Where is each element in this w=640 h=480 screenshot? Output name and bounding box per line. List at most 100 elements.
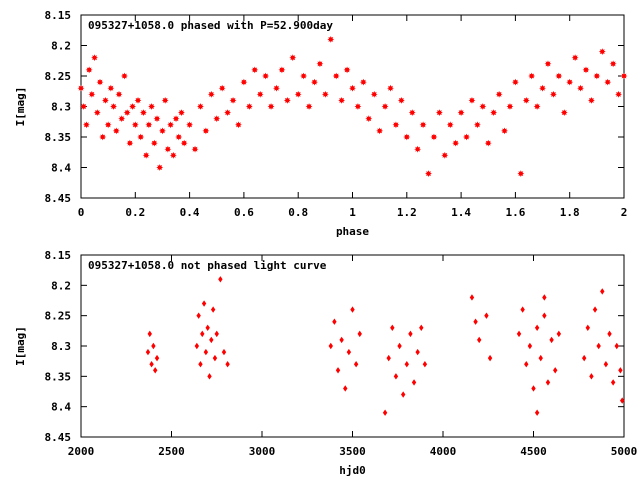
data-point <box>620 72 628 80</box>
data-point <box>392 121 400 129</box>
data-point <box>289 54 297 62</box>
data-point <box>88 90 96 98</box>
data-point <box>147 330 152 338</box>
data-point <box>393 373 399 380</box>
x-tick-label: 3000 <box>249 445 276 458</box>
data-point <box>99 133 107 141</box>
data-point <box>126 139 134 147</box>
data-point <box>346 348 352 356</box>
data-point <box>256 90 264 98</box>
data-point <box>614 342 619 350</box>
data-point <box>365 115 373 123</box>
plot-frame <box>80 254 625 438</box>
data-point <box>512 78 519 86</box>
data-point <box>516 330 522 338</box>
data-point <box>349 84 356 92</box>
plot-title: 095327+1058.0 phased with P=52.900day <box>88 19 333 32</box>
data-point <box>145 348 151 356</box>
data-point <box>200 330 205 338</box>
data-point <box>430 133 438 141</box>
data-point <box>118 115 126 123</box>
data-point <box>335 367 341 374</box>
data-point <box>251 66 259 74</box>
data-point <box>164 145 172 153</box>
x-tick-label: 0 <box>78 206 85 219</box>
data-point <box>332 72 340 80</box>
data-point <box>408 109 416 116</box>
data-point <box>245 103 253 110</box>
x-tick-label: 2500 <box>158 445 185 458</box>
data-point <box>104 121 112 129</box>
data-point <box>357 330 362 338</box>
data-point <box>390 324 395 331</box>
data-point <box>615 90 622 98</box>
unphased-light-curve-panel: 2000 2500 3000 3500 4000 4500 5000 8.15 8.2 8.25 8… <box>14 249 637 477</box>
data-point <box>435 109 443 116</box>
data-point <box>598 48 606 55</box>
data-point <box>539 84 546 92</box>
data-point <box>214 330 219 338</box>
data-point <box>607 330 612 338</box>
x-tick-label: 4000 <box>430 445 457 458</box>
data-point <box>517 170 525 177</box>
y-tick-label: 8.2 <box>51 279 71 292</box>
x-tick-label: 4500 <box>520 445 547 458</box>
data-point <box>194 342 200 350</box>
data-point <box>267 103 275 110</box>
data-point <box>112 127 120 135</box>
x-tick-label: 3500 <box>339 445 366 458</box>
data-point <box>566 78 574 86</box>
data-point <box>159 127 166 135</box>
y-tick-label: 8.2 <box>51 40 71 53</box>
data-point <box>610 379 616 386</box>
data-point <box>93 109 101 116</box>
data-point <box>212 354 218 362</box>
y-tick-label: 8.4 <box>51 401 71 414</box>
data-point <box>534 324 540 331</box>
data-point <box>80 103 88 110</box>
y-tick-label: 8.45 <box>45 431 72 444</box>
data-points <box>145 276 625 416</box>
data-point <box>581 354 587 362</box>
data-point <box>542 294 547 301</box>
data-point <box>484 312 489 319</box>
data-point <box>134 97 142 104</box>
x-axis-title: phase <box>336 225 369 238</box>
data-point <box>408 330 413 338</box>
data-point <box>381 103 389 110</box>
x-tick-label: 2000 <box>68 445 95 458</box>
data-point <box>618 367 623 374</box>
data-point <box>457 109 465 116</box>
data-point <box>202 127 210 135</box>
data-point <box>175 133 183 141</box>
data-point <box>191 145 199 153</box>
data-point <box>585 324 590 331</box>
data-point <box>609 60 617 68</box>
data-point <box>207 90 215 98</box>
data-point <box>545 379 551 386</box>
data-point <box>151 342 156 350</box>
data-point <box>207 373 212 380</box>
data-point <box>205 324 210 331</box>
data-point <box>577 84 584 92</box>
data-point <box>592 306 598 313</box>
data-point <box>121 72 128 80</box>
data-point <box>603 361 609 368</box>
data-point <box>520 306 525 313</box>
data-point <box>588 97 595 104</box>
data-point <box>506 103 514 110</box>
data-point <box>278 66 286 74</box>
data-point <box>354 103 362 110</box>
data-point <box>619 397 625 404</box>
data-point <box>446 121 454 129</box>
data-point <box>140 109 147 116</box>
data-point <box>311 78 318 86</box>
data-point <box>107 84 115 92</box>
data-point <box>305 103 313 110</box>
y-tick-label: 8.15 <box>45 249 72 262</box>
data-point <box>560 109 568 116</box>
data-point <box>468 97 476 104</box>
y-tick-label: 8.15 <box>45 9 72 22</box>
data-point <box>550 90 557 98</box>
data-point <box>473 318 478 325</box>
